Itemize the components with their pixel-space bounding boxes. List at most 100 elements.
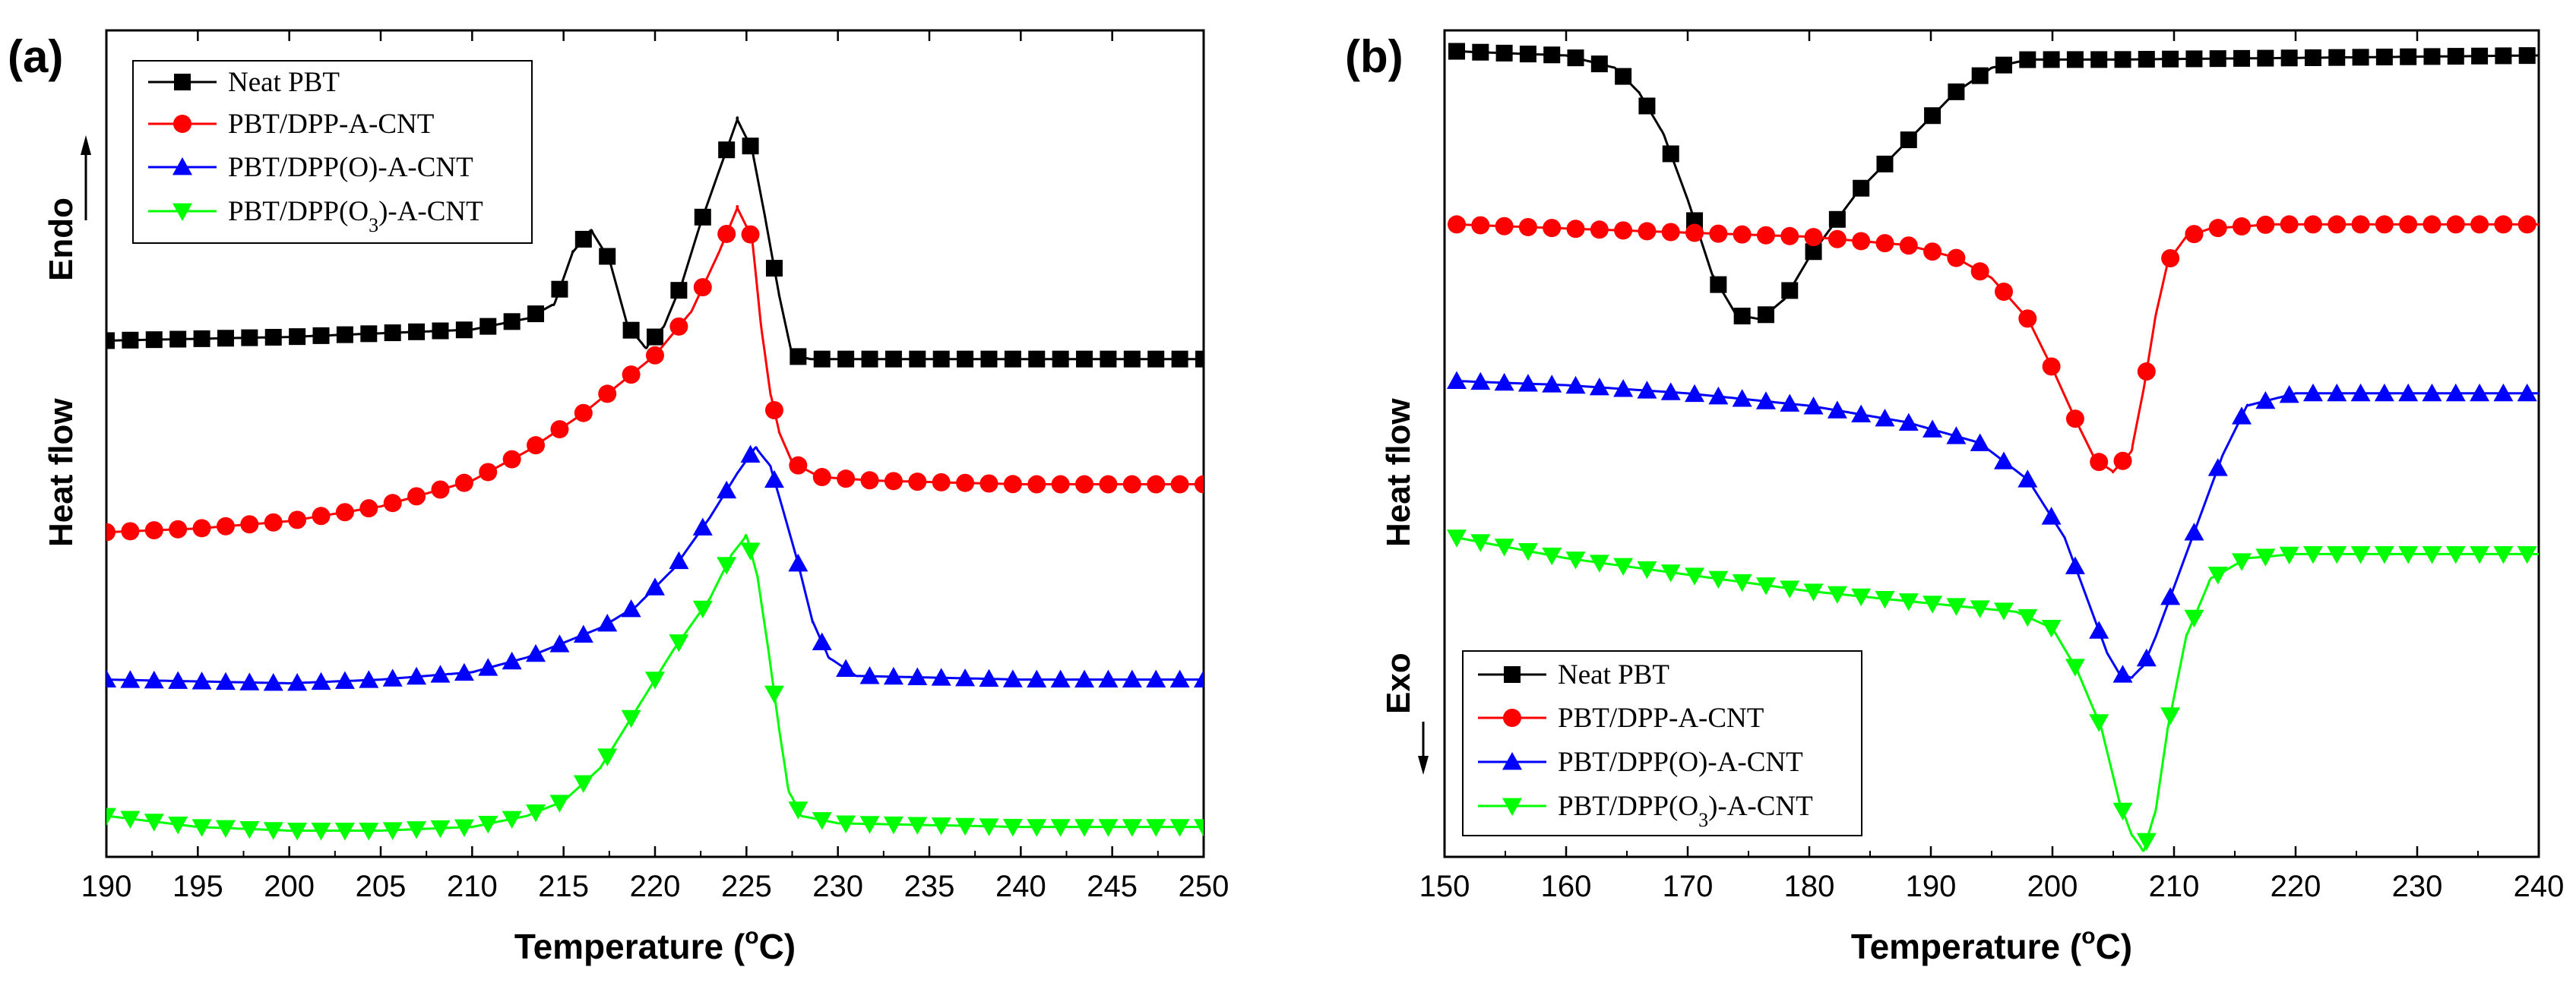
- point-a-pbt-dpp-o3-a-cnt: [454, 819, 474, 838]
- point-a-pbt-dpp-o3-a-cnt: [907, 817, 928, 835]
- point-b-pbt-dpp-o-a-cnt: [1970, 433, 1990, 451]
- point-a-pbt-dpp-o3-a-cnt: [168, 817, 188, 835]
- point-b-pbt-dpp-o-a-cnt: [2207, 458, 2228, 476]
- point-a-neat-pbt: [193, 330, 210, 347]
- x-ticks-b: 150 160 170 180 190 200 210 220 230 240: [1419, 30, 2564, 903]
- point-b-neat-pbt: [2114, 51, 2131, 68]
- point-b-neat-pbt: [2423, 48, 2441, 65]
- x-tick-label-a-245: 245: [1087, 870, 1138, 903]
- point-b-neat-pbt: [1543, 46, 1561, 64]
- point-b-pbt-dpp-o3-a-cnt: [1565, 551, 1586, 570]
- point-b-pbt-dpp-o-a-cnt: [1589, 377, 1609, 396]
- point-b-neat-pbt: [1710, 276, 1727, 293]
- point-b-pbt-dpp-a-cnt: [2328, 215, 2347, 234]
- point-a-pbt-dpp-o3-a-cnt: [1122, 819, 1142, 837]
- point-a-pbt-dpp-o3-a-cnt: [717, 557, 737, 575]
- point-a-pbt-dpp-o-a-cnt: [740, 444, 761, 463]
- point-b-neat-pbt: [1662, 145, 1679, 163]
- point-b-pbt-dpp-a-cnt: [1566, 220, 1585, 239]
- point-b-pbt-dpp-o3-a-cnt: [1994, 602, 2014, 621]
- point-b-pbt-dpp-a-cnt: [1899, 236, 1918, 255]
- x-tick-label-b-230: 230: [2392, 870, 2443, 903]
- point-a-neat-pbt: [122, 331, 139, 349]
- legend-marker-b-pbt-dpp-o3-a-cnt: [1502, 798, 1522, 816]
- point-a-pbt-dpp-o3-a-cnt: [645, 672, 665, 690]
- point-b-neat-pbt: [2138, 51, 2155, 68]
- point-a-pbt-dpp-o-a-cnt: [239, 672, 260, 691]
- x-tick-label-a-220: 220: [630, 870, 681, 903]
- point-b-neat-pbt: [1638, 97, 1656, 115]
- point-a-pbt-dpp-a-cnt: [1099, 475, 1118, 494]
- point-b-pbt-dpp-o3-a-cnt: [2302, 546, 2323, 564]
- point-b-neat-pbt: [2375, 49, 2393, 66]
- point-a-neat-pbt: [432, 322, 449, 340]
- point-b-pbt-dpp-o3-a-cnt: [2089, 714, 2109, 732]
- point-a-neat-pbt: [1076, 350, 1093, 368]
- point-a-pbt-dpp-o-a-cnt: [526, 643, 546, 662]
- point-a-pbt-dpp-o-a-cnt: [955, 668, 976, 687]
- point-b-pbt-dpp-o-a-cnt: [1898, 412, 1919, 431]
- point-a-pbt-dpp-o-a-cnt: [669, 551, 689, 570]
- point-b-pbt-dpp-o3-a-cnt: [1637, 561, 1657, 580]
- point-a-pbt-dpp-o-a-cnt: [907, 667, 928, 685]
- legend-label-pbt-dpp-o-a-cnt: PBT/DPP(O)-A-CNT: [228, 152, 473, 183]
- point-a-neat-pbt: [169, 330, 187, 348]
- point-b-neat-pbt: [1781, 282, 1799, 299]
- x-tick-label-a-240: 240: [995, 870, 1046, 903]
- point-a-pbt-dpp-a-cnt: [979, 474, 998, 493]
- point-b-pbt-dpp-o-a-cnt: [1755, 391, 1776, 409]
- point-a-pbt-dpp-a-cnt: [837, 469, 856, 488]
- point-b-pbt-dpp-o-a-cnt: [2089, 621, 2109, 639]
- point-a-pbt-dpp-o3-a-cnt: [144, 814, 164, 832]
- point-a-pbt-dpp-a-cnt: [335, 503, 354, 522]
- point-a-neat-pbt: [264, 328, 282, 346]
- point-a-pbt-dpp-a-cnt: [550, 420, 569, 439]
- point-b-pbt-dpp-a-cnt: [1970, 262, 1989, 281]
- point-a-pbt-dpp-a-cnt: [1075, 475, 1094, 494]
- point-a-neat-pbt: [694, 208, 711, 226]
- legend-marker-a-pbt-dpp-o3-a-cnt: [172, 203, 192, 221]
- point-b-neat-pbt: [1519, 46, 1536, 63]
- point-a-neat-pbt: [932, 350, 950, 368]
- point-b-pbt-dpp-o3-a-cnt: [1613, 558, 1634, 577]
- x-tick-label-b-150: 150: [1419, 870, 1470, 903]
- point-b-pbt-dpp-o3-a-cnt: [2374, 546, 2394, 564]
- point-b-neat-pbt: [1805, 243, 1822, 261]
- point-b-pbt-dpp-o3-a-cnt: [2184, 609, 2204, 628]
- point-b-neat-pbt: [2471, 47, 2489, 65]
- x-tick-label-a-235: 235: [904, 870, 955, 903]
- point-b-pbt-dpp-o3-a-cnt: [2232, 553, 2252, 571]
- panel-label-a: (a): [8, 31, 63, 82]
- point-b-neat-pbt: [2019, 51, 2036, 68]
- point-b-pbt-dpp-o3-a-cnt: [1494, 539, 1514, 557]
- point-b-neat-pbt: [2257, 49, 2274, 67]
- point-a-pbt-dpp-o-a-cnt: [1122, 669, 1142, 687]
- point-a-pbt-dpp-o3-a-cnt: [764, 685, 784, 704]
- point-a-pbt-dpp-a-cnt: [812, 468, 831, 487]
- point-a-pbt-dpp-o-a-cnt: [549, 634, 570, 653]
- point-b-neat-pbt: [1924, 107, 1941, 125]
- y-axis-label-b: Heat flow: [1380, 398, 1417, 547]
- x-tick-label-a-215: 215: [538, 870, 589, 903]
- point-b-pbt-dpp-o-a-cnt: [1517, 374, 1538, 392]
- point-a-neat-pbt: [1195, 350, 1204, 368]
- point-b-pbt-dpp-o3-a-cnt: [1875, 590, 1895, 609]
- point-a-neat-pbt: [106, 332, 115, 349]
- point-b-pbt-dpp-a-cnt: [2517, 215, 2536, 234]
- point-b-pbt-dpp-o3-a-cnt: [2112, 802, 2133, 821]
- point-b-pbt-dpp-o-a-cnt: [2398, 383, 2419, 402]
- panel-label-b: (b): [1345, 31, 1404, 82]
- point-b-pbt-dpp-o3-a-cnt: [2422, 546, 2442, 564]
- series-a-neat-pbt: [106, 116, 1204, 368]
- point-a-pbt-dpp-o3-a-cnt: [597, 748, 618, 766]
- point-b-pbt-dpp-o-a-cnt: [2065, 556, 2085, 574]
- point-a-neat-pbt: [790, 348, 807, 365]
- point-b-neat-pbt: [1853, 179, 1870, 197]
- legend-marker-b-pbt-dpp-a-cnt: [1503, 709, 1521, 727]
- point-a-neat-pbt: [455, 321, 473, 339]
- point-b-pbt-dpp-o-a-cnt: [1470, 371, 1491, 390]
- point-a-pbt-dpp-o-a-cnt: [788, 553, 809, 572]
- point-a-pbt-dpp-a-cnt: [956, 473, 975, 492]
- point-a-neat-pbt: [574, 230, 592, 248]
